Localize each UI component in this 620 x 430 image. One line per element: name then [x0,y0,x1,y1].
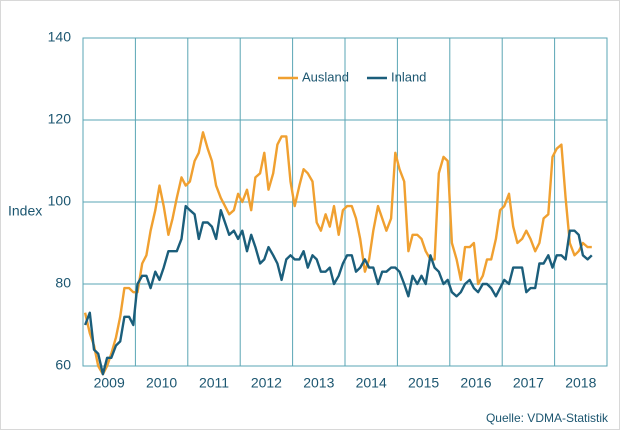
legend-label: Inland [391,69,426,84]
x-tick-label: 2017 [513,375,544,391]
y-tick-label: 140 [48,29,72,45]
legend-label: Ausland [302,69,349,84]
y-tick-label: 80 [55,275,71,291]
x-tick-label: 2012 [251,375,282,391]
x-tick-label: 2018 [565,375,596,391]
series-line [83,131,592,376]
source: Quelle: VDMA-Statistik [486,411,609,425]
y-tick-label: 120 [48,111,72,127]
x-tick-label: 2015 [408,375,439,391]
y-tick-label: 60 [55,357,71,373]
x-tick-label: 2011 [199,375,229,391]
y-axis-label: Index [8,203,42,219]
x-tick-label: 2013 [303,375,334,391]
x-tick-label: 2010 [146,375,177,391]
series-line [83,204,593,376]
x-tick-label: 2009 [94,375,125,391]
x-tick-label: 2014 [356,375,387,391]
plot-frame [82,37,608,367]
y-tick-label: 100 [48,193,72,209]
x-tick-label: 2016 [460,375,491,391]
